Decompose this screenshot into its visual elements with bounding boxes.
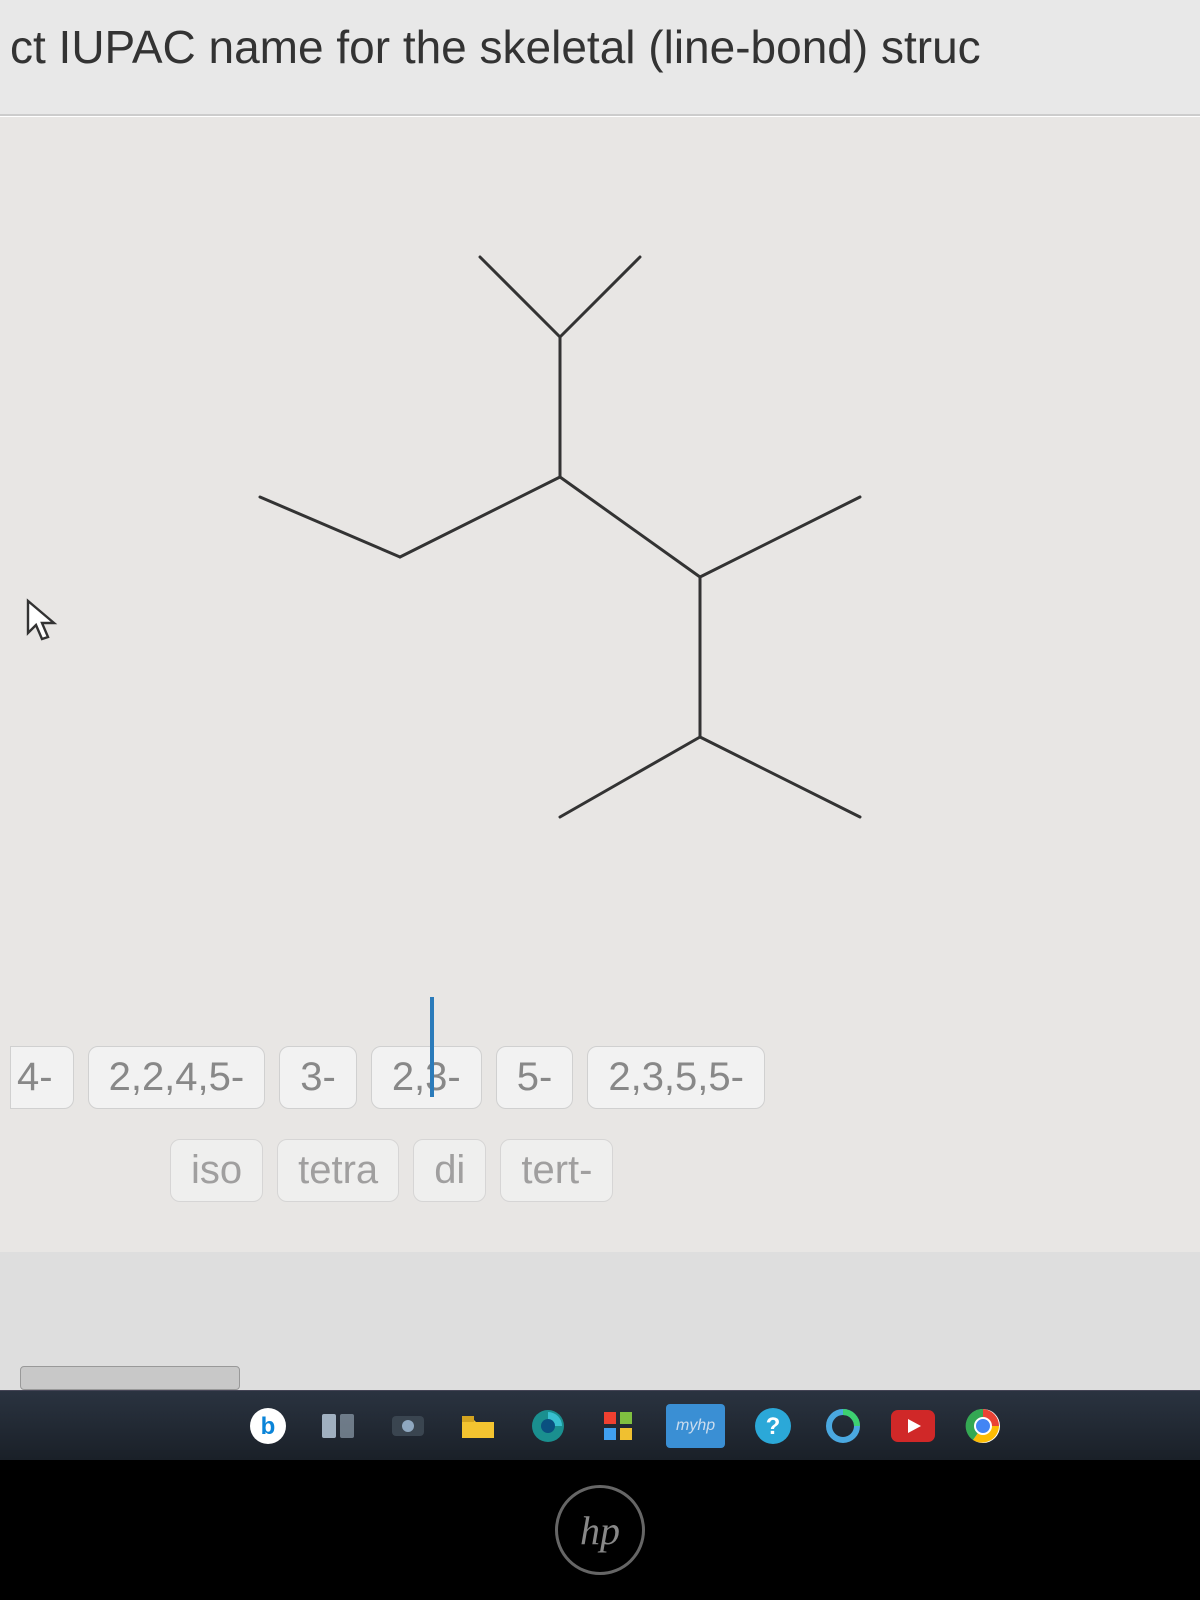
chrome-icon[interactable] bbox=[961, 1404, 1005, 1448]
option-3[interactable]: 3- bbox=[279, 1046, 357, 1109]
option-row-2: isotetraditert- bbox=[10, 1139, 1190, 1202]
option-row-1: 4-2,2,4,5-3-2,3-5-2,3,5,5- bbox=[10, 1046, 1190, 1109]
option-tetra[interactable]: tetra bbox=[277, 1139, 399, 1202]
svg-text:?: ? bbox=[766, 1413, 781, 1440]
taskview-icon[interactable] bbox=[316, 1404, 360, 1448]
youtube-icon[interactable] bbox=[891, 1404, 935, 1448]
edge-icon[interactable] bbox=[526, 1404, 570, 1448]
power-icon[interactable] bbox=[821, 1404, 865, 1448]
file-explorer-icon[interactable] bbox=[456, 1404, 500, 1448]
option-tert[interactable]: tert- bbox=[500, 1139, 613, 1202]
bing-icon[interactable]: b bbox=[246, 1404, 290, 1448]
text-cursor bbox=[430, 997, 434, 1097]
question-header: ct IUPAC name for the skeletal (line-bon… bbox=[0, 0, 1200, 116]
help-icon[interactable]: ? bbox=[751, 1404, 795, 1448]
window-thumbnail bbox=[20, 1366, 240, 1390]
molecule-structure bbox=[200, 177, 1000, 977]
hp-logo-icon: hp bbox=[555, 1485, 645, 1575]
option-2355[interactable]: 2,3,5,5- bbox=[587, 1046, 765, 1109]
answer-options: 4-2,2,4,5-3-2,3-5-2,3,5,5- isotetraditer… bbox=[0, 1016, 1200, 1252]
option-di[interactable]: di bbox=[413, 1139, 486, 1202]
store-icon[interactable] bbox=[596, 1404, 640, 1448]
myhp-icon[interactable]: myhp bbox=[666, 1404, 725, 1448]
mouse-cursor-icon bbox=[20, 597, 68, 650]
option-iso[interactable]: iso bbox=[170, 1139, 263, 1202]
question-text: ct IUPAC name for the skeletal (line-bon… bbox=[0, 20, 1200, 74]
bezel: hp bbox=[0, 1460, 1200, 1600]
taskbar: b myhp? bbox=[0, 1390, 1200, 1460]
svg-text:b: b bbox=[261, 1413, 276, 1440]
option-4[interactable]: 4- bbox=[10, 1046, 74, 1109]
option-23[interactable]: 2,3- bbox=[371, 1046, 482, 1109]
option-2245[interactable]: 2,2,4,5- bbox=[88, 1046, 266, 1109]
option-5[interactable]: 5- bbox=[496, 1046, 574, 1109]
diagram-panel bbox=[0, 116, 1200, 1016]
camera-icon[interactable] bbox=[386, 1404, 430, 1448]
